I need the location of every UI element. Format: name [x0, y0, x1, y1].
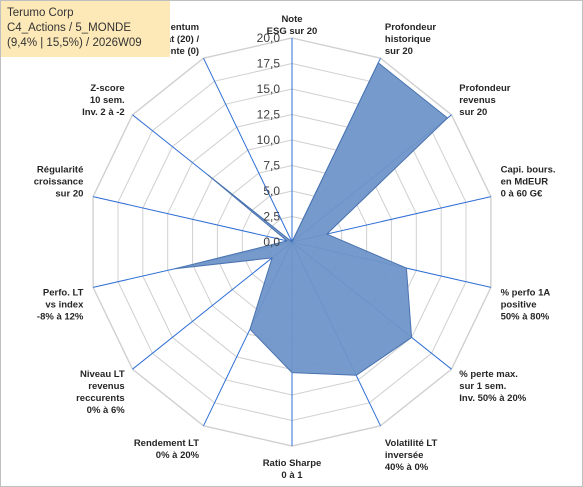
r-tick-label: 17,5 — [257, 57, 281, 71]
axis-label-line: inversée — [385, 450, 424, 461]
axis-label-line: 0 à 60 G€ — [501, 189, 543, 200]
axis-label: Note ESG sur 20 — [267, 14, 318, 37]
axis-label-line: 10 sem. — [90, 95, 125, 106]
axis-label-line: 50% à 80% — [501, 311, 550, 322]
spoke-line — [132, 241, 293, 370]
title-line-period: (9,4% | 15,5%) / 2026W09 — [7, 37, 142, 49]
axis-label: Régularité croissance sur 20 — [34, 165, 84, 200]
axis-label: Z-score 10 sem. Inv. 2 à -2 — [82, 83, 125, 118]
axis-label-line: reccurents — [76, 393, 125, 404]
axis-label: Profondeur revenus sur 20 — [459, 83, 510, 118]
axis-label: Ratio Sharpe 0 à 1 — [263, 458, 322, 481]
axis-label-line: 0 à 1 — [281, 470, 303, 481]
r-tick-label: 15,0 — [257, 82, 281, 96]
axis-label-line: Profondeur — [459, 83, 510, 94]
axis-label-line: Régularité — [37, 165, 83, 176]
axis-label-line: Note — [281, 14, 302, 25]
tick-layer: 0,0 2,5 5,0 7,5 10,0 12,5 15,0 17,5 20,0 — [257, 31, 281, 249]
axis-label-line: Capi. bours. — [501, 165, 556, 176]
r-tick-label: 2,5 — [263, 210, 280, 224]
axis-label-line: positive — [501, 299, 537, 310]
axis-label-line: croissance — [34, 177, 84, 188]
axis-label-line: ESG sur 20 — [267, 26, 318, 37]
axis-label-line: vs index — [45, 299, 84, 310]
axis-label-line: Volatilité LT — [385, 438, 438, 449]
axis-label: Rendement LT 0% à 20% — [134, 438, 200, 461]
axis-label: Momentum Achat (20) / Vente (0) — [148, 22, 200, 57]
axis-label: % perte max. sur 1 sem. Inv. 50% à 20% — [459, 369, 526, 404]
axis-label-line: historique — [385, 34, 431, 45]
axis-label-line: revenus — [88, 381, 124, 392]
axis-label-line: Achat (20) / — [148, 34, 200, 45]
title-line-category: C4_Actions / 5_MONDE — [7, 22, 131, 34]
r-tick-label: 0,0 — [263, 235, 280, 249]
axis-label-line: Inv. 50% à 20% — [459, 393, 526, 404]
axis-label-line: Profondeur — [385, 22, 436, 33]
title-line-company: Terumo Corp — [7, 7, 74, 19]
axis-label-line: % perfo 1A — [501, 287, 551, 298]
axis-label-line: Vente (0) — [159, 46, 199, 57]
axis-label-line: % perte max. — [459, 369, 518, 380]
series-area — [174, 62, 448, 376]
r-tick-label: 10,0 — [257, 133, 281, 147]
axis-label-line: sur 20 — [385, 46, 413, 57]
axis-label-line: Momentum — [148, 22, 199, 33]
axis-label-line: 40% à 0% — [385, 462, 429, 473]
axis-label-line: 0% à 20% — [156, 450, 200, 461]
axis-label-line: en MdEUR — [501, 177, 549, 188]
axis-label-line: Ratio Sharpe — [263, 458, 322, 469]
axis-label-line: -8% à 12% — [37, 311, 84, 322]
r-tick-label: 20,0 — [257, 31, 281, 45]
axis-label-line: Niveau LT — [80, 369, 125, 380]
axis-label: Perfo. LT vs index -8% à 12% — [37, 287, 84, 322]
axis-label-line: Z-score — [90, 83, 124, 94]
spoke-line — [92, 196, 293, 243]
r-tick-label: 12,5 — [257, 108, 281, 122]
axis-label: % perfo 1A positive 50% à 80% — [501, 287, 551, 322]
axis-label: Profondeur historique sur 20 — [385, 22, 436, 57]
chart-title-box: Terumo Corp C4_Actions / 5_MONDE (9,4% |… — [1, 1, 170, 57]
spoke-line — [203, 57, 293, 243]
axis-label-line: sur 1 sem. — [459, 381, 506, 392]
axis-label-line: Perfo. LT — [43, 287, 84, 298]
axis-label: Capi. bours. en MdEUR 0 à 60 G€ — [501, 165, 556, 200]
axis-label-line: revenus — [459, 95, 495, 106]
axis-label-line: Inv. 2 à -2 — [82, 107, 125, 118]
r-tick-label: 5,0 — [263, 184, 280, 198]
axis-label: Niveau LT revenus reccurents 0% à 6% — [76, 369, 125, 416]
axis-label-line: sur 20 — [55, 189, 83, 200]
series-layer — [174, 62, 448, 376]
axis-label-line: sur 20 — [459, 107, 487, 118]
r-tick-label: 7,5 — [263, 159, 280, 173]
axis-label-line: Rendement LT — [134, 438, 199, 449]
axis-label-line: 0% à 6% — [87, 405, 126, 416]
label-layer: Note ESG sur 20 Profondeur historique sur 20… — [34, 14, 556, 481]
axis-label: Volatilité LT inversée 40% à 0% — [385, 438, 438, 473]
